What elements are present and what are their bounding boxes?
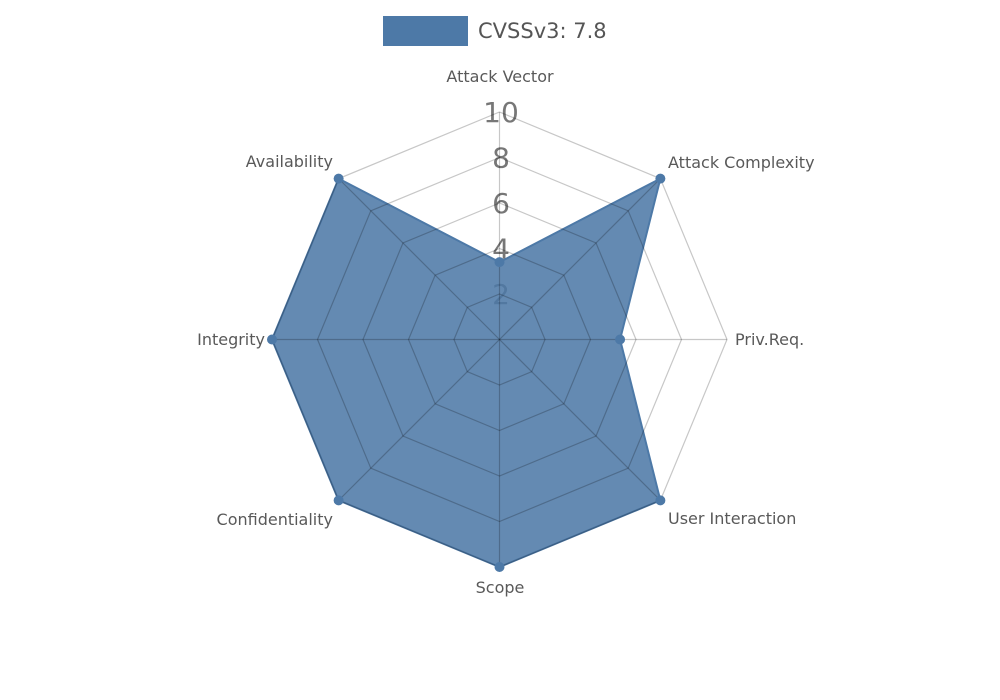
grid-spoke — [499, 178, 661, 340]
radial-tick-box — [487, 187, 515, 219]
radial-tick-label: 6 — [492, 187, 510, 220]
axis-label-user-interaction: User Interaction — [668, 509, 796, 528]
radial-tick-label: 10 — [483, 96, 519, 129]
grid-spoke — [338, 339, 500, 501]
axis-label-attack-vector: Attack Vector — [446, 67, 554, 86]
grid-ring — [316, 156, 683, 523]
radial-tick-box — [482, 96, 520, 128]
vertex-dot — [494, 562, 505, 572]
vertex-dot — [267, 334, 277, 345]
grid-spoke — [338, 178, 500, 340]
grid-ring — [362, 202, 637, 477]
grid-ring — [453, 293, 546, 386]
grid-spoke — [499, 339, 661, 501]
vertex-dot — [655, 173, 666, 184]
radial-tick-label: 8 — [492, 142, 510, 175]
grid-ring — [407, 247, 592, 432]
vertex-dot — [333, 173, 344, 184]
vertex-dot — [494, 257, 505, 268]
axis-label-integrity: Integrity — [197, 330, 265, 349]
radial-tick-box — [487, 142, 515, 173]
vertex-dot — [615, 334, 626, 345]
axis-label-availability: Availability — [246, 152, 333, 171]
legend-swatch — [383, 16, 468, 46]
vertex-dot — [333, 495, 344, 506]
radial-tick-label: 4 — [492, 233, 510, 266]
chart-legend: CVSSv3: 7.8 — [383, 16, 607, 46]
vertex-dot — [655, 495, 666, 506]
axis-label-attack-complexity: Attack Complexity — [668, 153, 815, 172]
axis-label-scope: Scope — [476, 578, 525, 597]
legend-label: CVSSv3: 7.8 — [478, 19, 607, 43]
axis-label-confidentiality: Confidentiality — [217, 510, 333, 529]
axis-label-priv-req: Priv.Req. — [735, 330, 804, 349]
